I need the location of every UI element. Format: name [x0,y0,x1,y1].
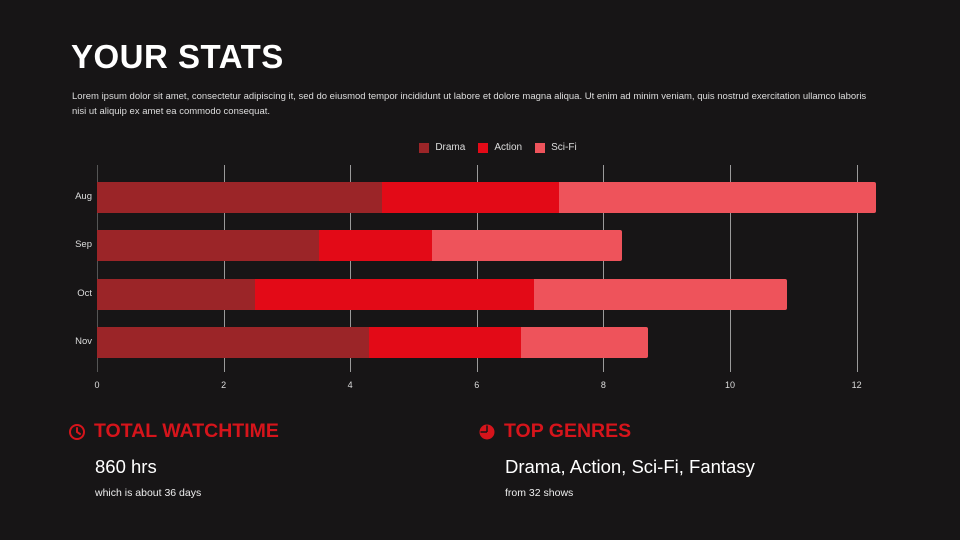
stacked-bar-chart: 0 2 4 6 8 10 12 Aug Sep Oct Nov [75,165,876,390]
legend-item-action: Action [478,142,522,153]
clock-icon [69,423,85,440]
legend-label: Action [494,142,523,153]
genres-stat: TOP GENRES Drama, Action, Sci-Fi, Fantas… [478,420,755,499]
genres-note: from 32 shows [505,487,574,499]
gridline [350,165,352,372]
bar-segment-action [255,279,534,310]
pie-chart-icon [479,424,495,439]
legend-item-scifi: Sci-Fi [535,142,577,153]
watchtime-stat: TOTAL WATCHTIME 860 hrs which is about 3… [68,420,279,499]
y-category-label: Sep [75,239,92,250]
bar-row-aug [97,182,876,213]
page-description: Lorem ipsum dolor sit amet, consectetur … [72,91,867,117]
y-category-label: Nov [75,336,92,347]
bar-segment-scifi [432,230,623,261]
bar-segment-drama [97,182,382,213]
genres-value: Drama, Action, Sci-Fi, Fantasy [505,456,755,477]
bar-segment-drama [97,327,370,358]
gridline [223,165,225,372]
bar-segment-action [381,182,560,213]
genres-heading: TOP GENRES [504,420,632,442]
x-tick-label: 6 [474,380,480,390]
x-tick-label: 10 [724,380,736,390]
bar-segment-drama [97,279,256,310]
legend-label: Drama [435,142,466,153]
x-tick-label: 2 [221,380,227,390]
bar-row-nov [97,327,648,358]
y-category-label: Oct [77,288,92,299]
legend-swatch-drama [419,142,430,153]
legend-item-drama: Drama [419,142,465,153]
page-title: YOUR STATS [71,38,284,75]
legend-swatch-action [478,142,489,153]
bar-segment-drama [97,230,319,261]
bar-segment-scifi [533,279,787,310]
watchtime-value: 860 hrs [95,456,157,477]
y-axis-line [97,165,98,372]
bar-row-oct [97,279,787,310]
watchtime-heading: TOTAL WATCHTIME [94,420,279,442]
watchtime-note: which is about 36 days [95,487,202,499]
x-tick-label: 8 [600,380,606,390]
bar-segment-scifi [521,327,648,358]
bar-segment-action [318,230,433,261]
gridline [856,165,858,372]
bar-row-sep [97,230,623,261]
bar-segment-scifi [559,182,876,213]
bar-segment-action [369,327,522,358]
chart-legend: Drama Action Sci-Fi [0,142,960,153]
x-tick-label: 12 [851,380,862,390]
gridline [603,165,605,372]
x-tick-label: 0 [94,380,100,390]
gridline [476,165,478,372]
x-tick-label: 4 [347,380,353,390]
y-category-label: Aug [75,191,92,202]
legend-swatch-scifi [535,142,546,153]
gridline [730,165,731,372]
legend-label: Sci-Fi [551,142,577,153]
